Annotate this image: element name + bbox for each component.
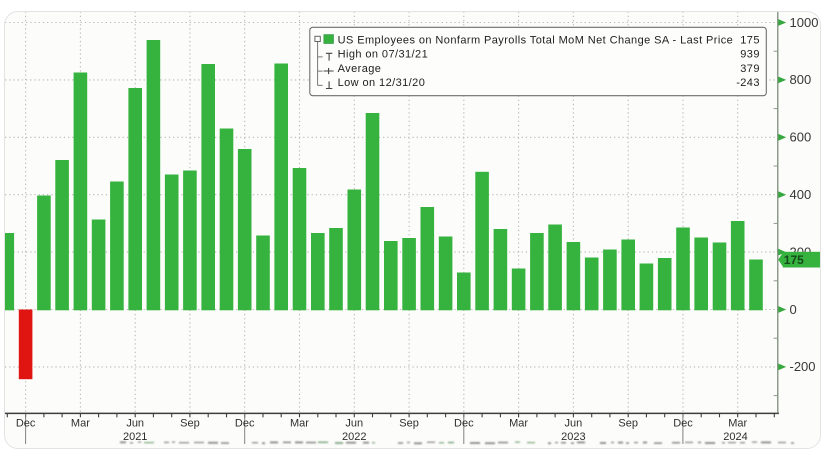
svg-text:2021: 2021 [123,431,147,443]
svg-text:2022: 2022 [342,431,366,443]
svg-text:Low on 12/31/20: Low on 12/31/20 [337,77,425,89]
svg-text:400: 400 [789,187,811,202]
svg-text:Sep: Sep [399,417,419,429]
svg-text:Sep: Sep [180,417,200,429]
svg-text:600: 600 [789,129,811,144]
svg-text:Mar: Mar [290,417,309,429]
svg-text:-200: -200 [789,359,815,374]
svg-text:379: 379 [740,63,760,75]
svg-text:Dec: Dec [454,417,474,429]
svg-text:939: 939 [740,48,760,60]
svg-text:Mar: Mar [71,417,90,429]
svg-text:0: 0 [789,301,796,316]
svg-text:800: 800 [789,72,811,87]
svg-text:2023: 2023 [561,431,585,443]
svg-text:Dec: Dec [235,417,255,429]
svg-text:-243: -243 [736,77,760,89]
svg-text:Jun: Jun [126,417,144,429]
svg-text:1000: 1000 [789,14,818,29]
svg-text:Jun: Jun [345,417,363,429]
svg-text:US Employees on Nonfarm Payrol: US Employees on Nonfarm Payrolls Total M… [337,34,733,46]
svg-text:Sep: Sep [618,417,638,429]
svg-text:Mar: Mar [509,417,528,429]
svg-text:175: 175 [783,253,803,267]
svg-text:Average: Average [337,63,381,75]
svg-text:Dec: Dec [15,417,35,429]
svg-text:2024: 2024 [723,431,747,443]
svg-text:High on 07/31/21: High on 07/31/21 [337,48,428,60]
svg-text:175: 175 [740,34,760,46]
svg-text:Jun: Jun [564,417,582,429]
svg-text:Dec: Dec [673,417,693,429]
svg-text:Mar: Mar [728,417,747,429]
